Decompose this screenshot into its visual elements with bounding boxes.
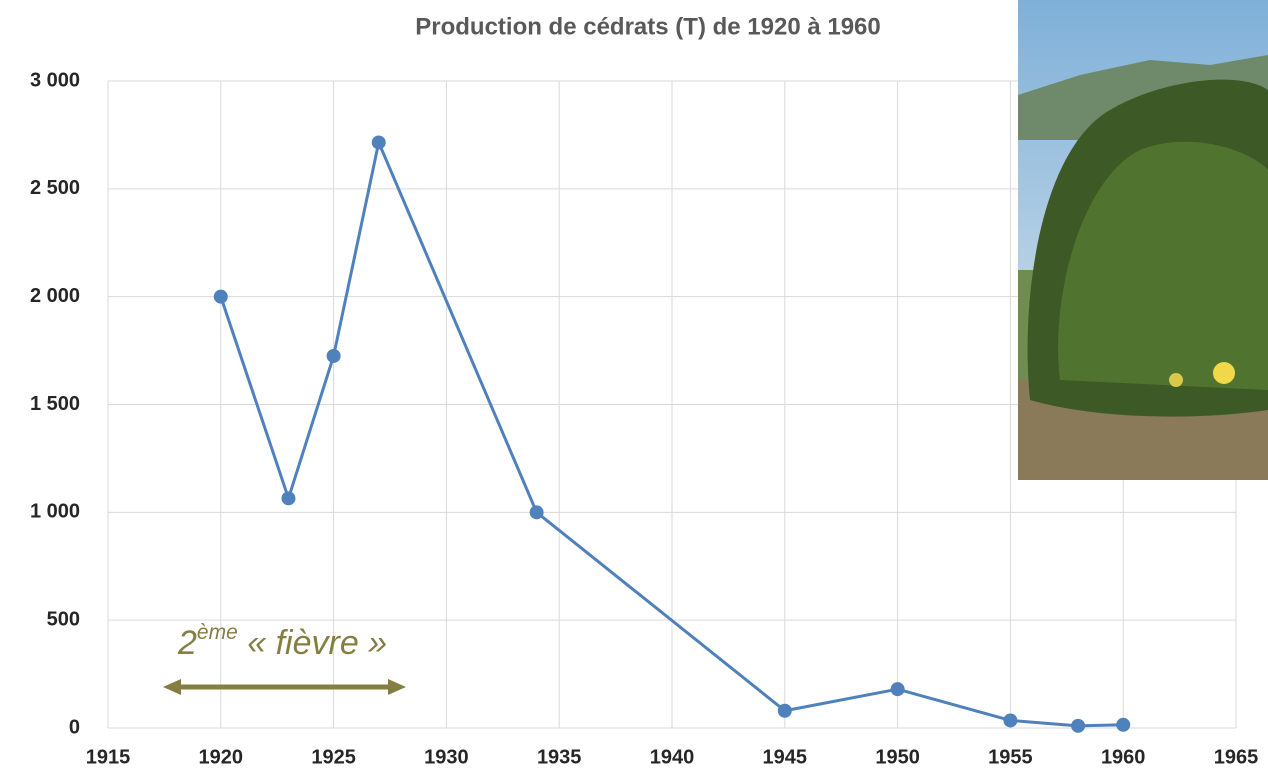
annotation-arrow bbox=[163, 679, 406, 695]
x-tick-label: 1925 bbox=[311, 746, 356, 768]
chart-title: Production de cédrats (T) de 1920 à 1960 bbox=[415, 13, 881, 40]
annotation-text: 2ème « fièvre » bbox=[177, 621, 387, 662]
data-point bbox=[1003, 713, 1017, 727]
x-tick-label: 1940 bbox=[650, 746, 695, 768]
data-point bbox=[372, 135, 386, 149]
photo bbox=[1018, 0, 1268, 480]
x-tick-label: 1955 bbox=[988, 746, 1033, 768]
data-point bbox=[530, 505, 544, 519]
photo-fruit bbox=[1213, 362, 1235, 384]
annotation-rest: « fièvre » bbox=[238, 624, 387, 662]
x-tick-label: 1945 bbox=[763, 746, 808, 768]
x-tick-label: 1935 bbox=[537, 746, 582, 768]
photo-fruit bbox=[1169, 373, 1183, 387]
data-point bbox=[214, 290, 228, 304]
x-tick-label: 1915 bbox=[86, 746, 131, 768]
y-tick-label: 3 000 bbox=[30, 69, 80, 91]
arrow-head bbox=[163, 679, 181, 695]
x-tick-label: 1920 bbox=[199, 746, 244, 768]
data-point bbox=[1116, 718, 1130, 732]
y-tick-label: 500 bbox=[47, 608, 80, 630]
data-point bbox=[778, 704, 792, 718]
x-tick-label: 1960 bbox=[1101, 746, 1146, 768]
y-tick-label: 1 000 bbox=[30, 501, 80, 523]
y-tick-label: 0 bbox=[69, 716, 80, 738]
x-tick-label: 1950 bbox=[875, 746, 920, 768]
annotation-base: 2 bbox=[177, 624, 197, 662]
x-tick-label: 1930 bbox=[424, 746, 469, 768]
data-point bbox=[1071, 719, 1085, 733]
arrow-head bbox=[388, 679, 406, 695]
y-tick-label: 2 500 bbox=[30, 177, 80, 199]
y-tick-label: 1 500 bbox=[30, 393, 80, 415]
y-tick-label: 2 000 bbox=[30, 285, 80, 307]
annotation-sup: ème bbox=[197, 621, 238, 644]
data-point bbox=[891, 682, 905, 696]
data-point bbox=[281, 491, 295, 505]
x-tick-label: 1965 bbox=[1214, 746, 1259, 768]
annotation: 2ème « fièvre » bbox=[163, 621, 406, 695]
data-point bbox=[327, 349, 341, 363]
chart: 0 500 1 000 1 500 2 000 2 500 3 000 1915 1920 192… bbox=[0, 0, 1268, 783]
